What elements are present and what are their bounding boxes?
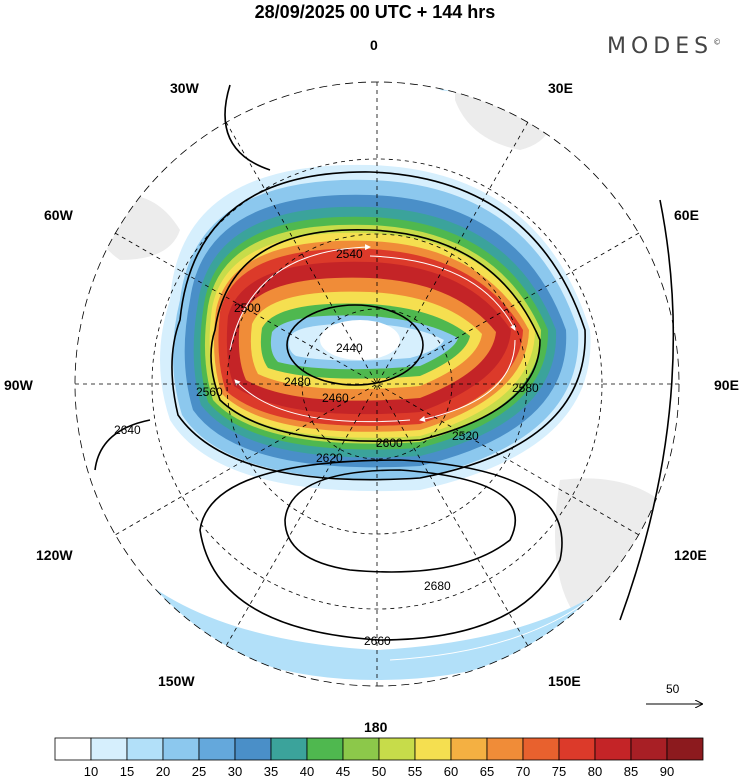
lon-label-150e: 150E (548, 673, 581, 689)
contour-label-2500: 2500 (234, 301, 261, 315)
colorbar-tick-label: 65 (479, 764, 495, 779)
colorbar-swatch (630, 737, 668, 761)
colorbar-swatch (198, 737, 236, 761)
lon-label-150w: 150W (158, 673, 195, 689)
colorbar-swatch (522, 737, 560, 761)
lon-label-60w: 60W (44, 207, 74, 223)
colorbar-swatch (90, 737, 128, 761)
lon-label-180: 180 (364, 719, 388, 735)
colorbar-swatch (162, 737, 200, 761)
colorbar-swatch (306, 737, 344, 761)
contour-label-2520: 2520 (452, 429, 479, 443)
colorbar-tick-label: 80 (587, 764, 603, 779)
colorbar-tick-label: 75 (551, 764, 567, 779)
colorbar (54, 737, 704, 761)
colorbar-tick-label: 15 (119, 764, 135, 779)
contour-label-2440: 2440 (336, 341, 363, 355)
contour-label-2560: 2560 (196, 385, 223, 399)
lon-label-30w: 30W (170, 80, 200, 96)
colorbar-tick-label: 70 (515, 764, 531, 779)
colorbar-tick-label: 25 (191, 764, 207, 779)
contour-label-2460: 2460 (322, 391, 349, 405)
colorbar-swatch (486, 737, 524, 761)
contour-label-2580: 2580 (512, 381, 539, 395)
contour-label-2660: 2660 (364, 634, 391, 648)
colorbar-tick-label: 60 (443, 764, 459, 779)
colorbar-tick-label: 45 (335, 764, 351, 779)
colorbar-swatch (270, 737, 308, 761)
colorbar-tick-label: 35 (263, 764, 279, 779)
lon-label-120e: 120E (674, 547, 707, 563)
colorbar-swatch (378, 737, 416, 761)
colorbar-swatch (342, 737, 380, 761)
lon-label-60e: 60E (674, 207, 699, 223)
colorbar-tick-label: 50 (371, 764, 387, 779)
lon-label-0: 0 (370, 37, 378, 53)
lon-label-120w: 120W (36, 547, 73, 563)
contour-label-2640: 2640 (114, 423, 141, 437)
colorbar-tick-label: 55 (407, 764, 423, 779)
map-title: 28/09/2025 00 UTC + 144 hrs (254, 2, 496, 22)
colorbar-swatch (126, 737, 164, 761)
colorbar-swatch (594, 737, 632, 761)
vector-reference-value: 50 (666, 682, 680, 696)
graticule (74, 81, 680, 687)
colorbar-swatch (558, 737, 596, 761)
colorbar-swatch (450, 737, 488, 761)
colorbar-swatch (414, 737, 452, 761)
modes-logo: MODES© (607, 34, 722, 59)
contour-label-2480: 2480 (284, 375, 311, 389)
colorbar-tick-label: 85 (623, 764, 639, 779)
contour-label-2680: 2680 (424, 579, 451, 593)
lon-label-90w: 90W (4, 377, 34, 393)
australia-land (555, 478, 679, 640)
contour-label-2600: 2600 (376, 436, 403, 450)
colorbar-swatch (54, 737, 92, 761)
colorbar-tick-label: 20 (155, 764, 171, 779)
lon-label-90e: 90E (714, 377, 739, 393)
colorbar-tick-label: 30 (227, 764, 243, 779)
colorbar-swatch (666, 737, 704, 761)
lon-label-30e: 30E (548, 80, 573, 96)
contour-label-2540: 2540 (336, 247, 363, 261)
contour-label-2620: 2620 (316, 451, 343, 465)
colorbar-tick-label: 40 (299, 764, 315, 779)
colorbar-tick-label: 90 (659, 764, 675, 779)
height-contours (94, 84, 675, 641)
colorbar-swatch (234, 737, 272, 761)
colorbar-tick-label: 10 (83, 764, 99, 779)
